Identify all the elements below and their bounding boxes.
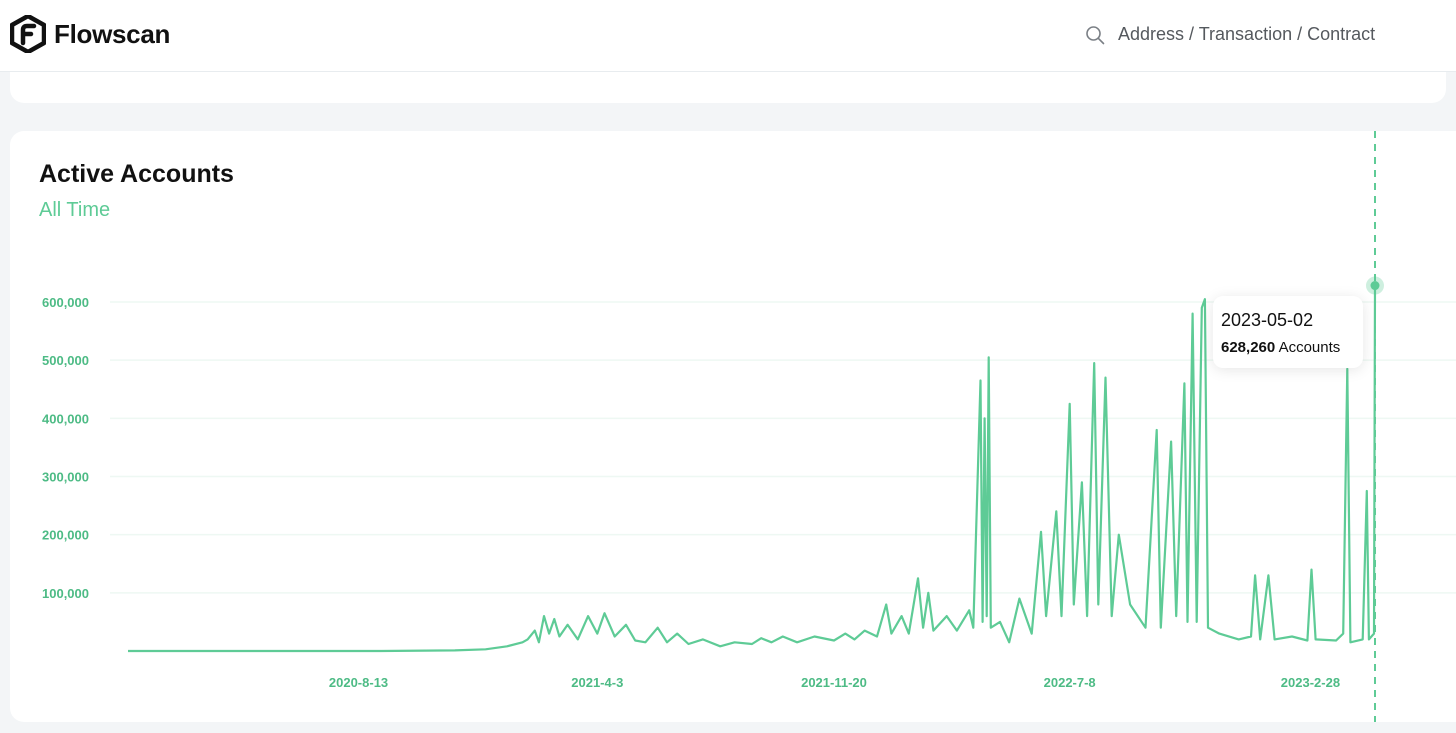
search-icon[interactable] — [1085, 25, 1105, 45]
chart-title: Active Accounts — [39, 160, 234, 188]
brand-name[interactable]: Flowscan — [54, 19, 171, 49]
active-accounts-card: Active Accounts All Time 100,000 200,000 3… — [10, 131, 1456, 722]
x-tick-label: 2021-11-20 — [801, 675, 867, 690]
tooltip-value-row: 628,260 Accounts — [1221, 339, 1363, 356]
time-range-label[interactable]: All Time — [39, 199, 111, 221]
tooltip-value: 628,260 — [1221, 339, 1276, 356]
y-tick-label: 200,000 — [42, 528, 89, 543]
y-tick-label: 100,000 — [42, 586, 89, 601]
x-tick-label: 2022-7-8 — [1044, 675, 1096, 690]
top-header: Flowscan Address / Transaction / Contrac… — [0, 0, 1456, 72]
chart-tooltip: 2023-05-02 628,260 Accounts — [1213, 296, 1363, 368]
x-tick-label: 2020-8-13 — [329, 675, 388, 690]
x-tick-label: 2023-2-28 — [1281, 675, 1340, 690]
series-line — [128, 285, 1377, 653]
y-tick-label: 300,000 — [42, 470, 89, 485]
y-tick-label: 400,000 — [42, 411, 89, 426]
search-input[interactable]: Address / Transaction / Contract — [1118, 24, 1376, 44]
active-accounts-chart[interactable]: 100,000 200,000 300,000 400,000 500,000 600,0… — [10, 131, 1456, 722]
x-tick-label: 2021-4-3 — [571, 675, 623, 690]
previous-card — [10, 72, 1446, 103]
y-tick-label: 600,000 — [42, 295, 89, 310]
tooltip-date: 2023-05-02 — [1221, 310, 1314, 330]
hover-point — [1370, 281, 1380, 291]
flowscan-logo-icon[interactable] — [10, 15, 46, 53]
y-tick-label: 500,000 — [42, 353, 89, 368]
tooltip-unit: Accounts — [1278, 339, 1341, 356]
